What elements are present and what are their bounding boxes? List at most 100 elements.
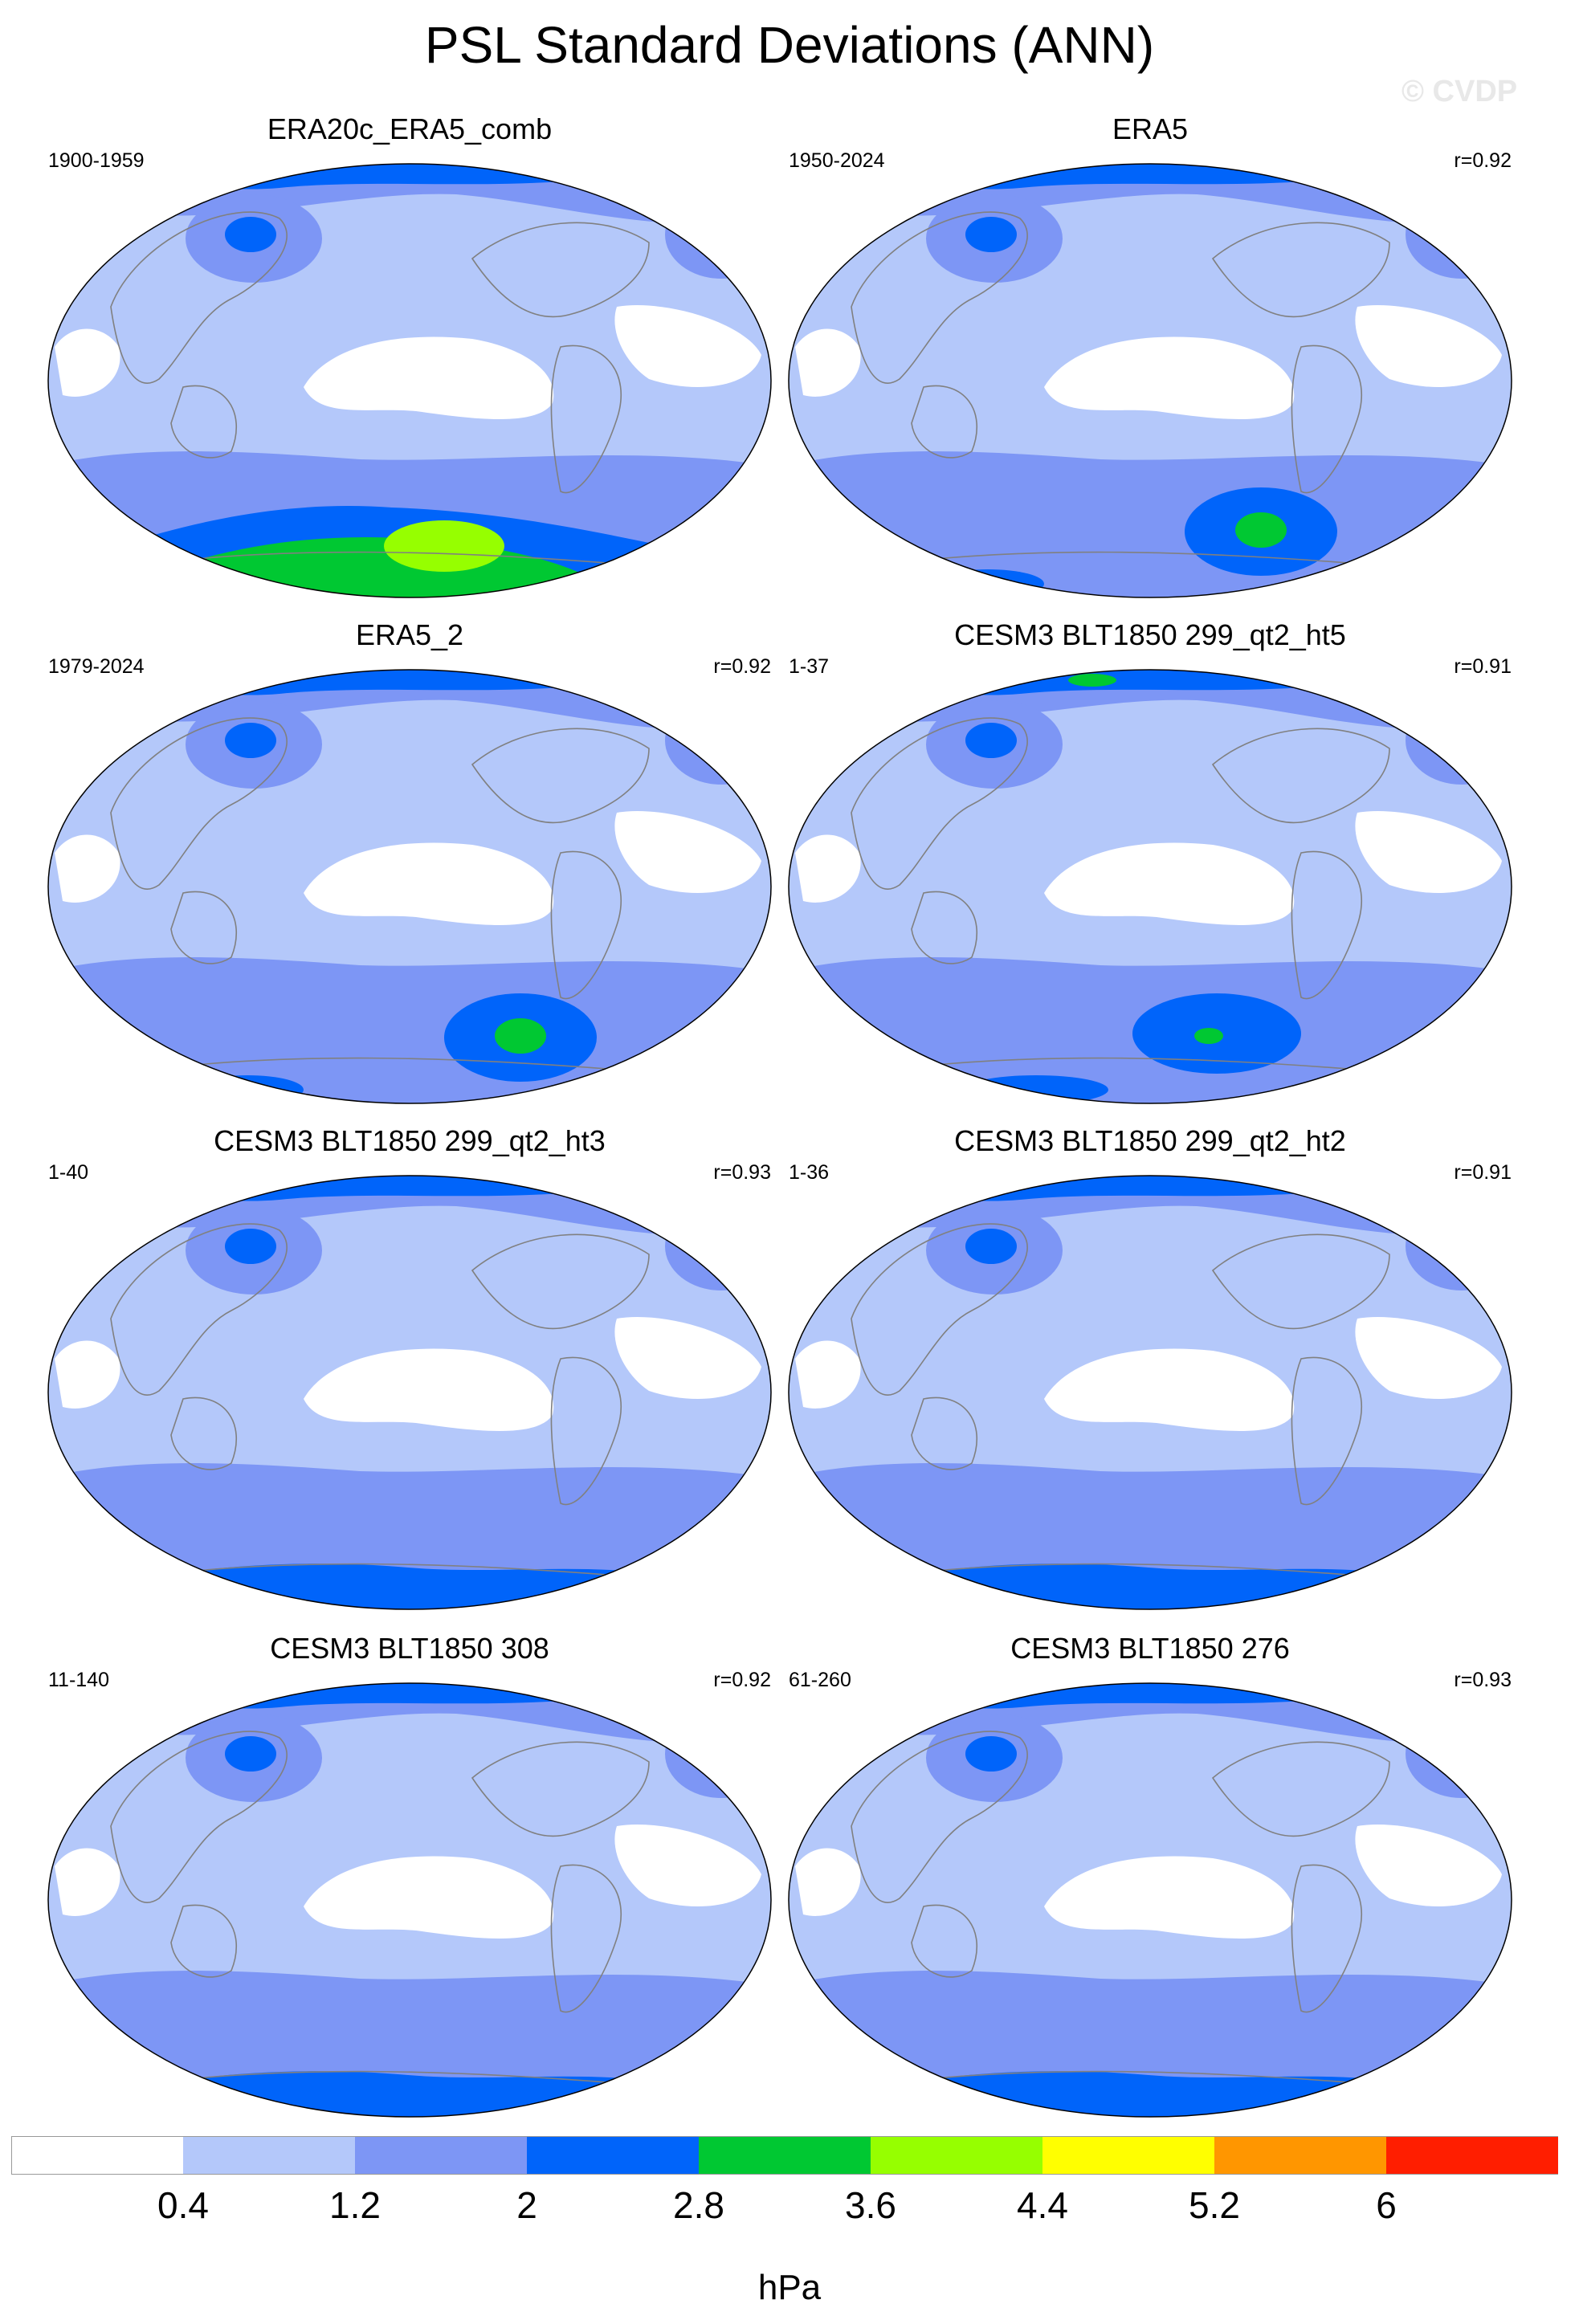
colorbar-tick-label: 6: [1376, 2184, 1397, 2226]
field-level-0: [614, 305, 761, 387]
field-level-0: [55, 328, 120, 397]
field-level-0: [614, 1317, 761, 1399]
coastline: [1211, 222, 1390, 318]
map-plot: [47, 1682, 772, 2118]
coastline: [170, 385, 238, 459]
field-level-3: [965, 1229, 1017, 1264]
panel-title: CESM3 BLT1850 276: [1010, 1632, 1290, 1665]
panel-correlation: r=0.92: [713, 655, 771, 678]
panel-period: 11-140: [48, 1669, 109, 1691]
field-level-2: [1406, 1710, 1512, 1798]
colorbar-swatch: [11, 2136, 184, 2175]
field-level-0: [304, 1856, 554, 1939]
map-panel: ERA5_2 1979-2024 r=0.92: [39, 618, 781, 1124]
colorbar-swatch: [1214, 2136, 1386, 2175]
panel-period: 1979-2024: [48, 655, 145, 678]
field-level-0: [795, 834, 861, 903]
field-level-0: [614, 811, 761, 893]
coastline: [550, 345, 622, 494]
panel-period: 1900-1959: [48, 149, 145, 172]
field-level-2: [665, 696, 771, 785]
colorbar-swatch: [1386, 2136, 1558, 2175]
figure-title: PSL Standard Deviations (ANN): [424, 16, 1155, 74]
coastline: [911, 1396, 978, 1470]
map-plot: [788, 1682, 1512, 2118]
field-level-0: [1044, 842, 1295, 925]
field-level-4: [1068, 674, 1116, 687]
coastline: [110, 1731, 288, 1903]
globe-outline: [47, 1682, 772, 2118]
field-level-2: [665, 190, 771, 279]
coastline: [851, 1223, 1028, 1396]
field-level-2: [48, 957, 771, 1103]
map-panel: ERA20c_ERA5_comb 1900-1959: [39, 112, 781, 618]
panel-title: ERA5_2: [355, 618, 464, 651]
coastline: [891, 551, 1406, 569]
map-plot: [788, 1175, 1512, 1610]
field-level-3: [48, 2071, 771, 2117]
panel-period: 1-36: [789, 1161, 830, 1184]
field-level-0: [55, 1340, 120, 1409]
colorbar-tick-label: 2: [516, 2184, 537, 2226]
field-level-3: [965, 217, 1017, 252]
field-level-4: [1235, 512, 1287, 548]
watermark: © CVDP: [1402, 75, 1518, 108]
field-level-0: [1044, 336, 1295, 419]
coastline: [550, 1356, 622, 1506]
contour-field: [789, 164, 1512, 597]
coastline: [170, 891, 238, 964]
field-level-3: [965, 1736, 1017, 1772]
coastline: [110, 1223, 288, 1396]
field-level-0: [795, 328, 861, 397]
coastline: [471, 1233, 650, 1330]
panel-correlation: r=0.92: [1454, 149, 1512, 172]
colorbar-swatch: [699, 2136, 871, 2175]
globe-outline: [47, 1175, 772, 1610]
field-level-0: [1044, 1348, 1295, 1431]
coastline: [911, 1904, 978, 1978]
coastline: [851, 1731, 1028, 1903]
coastline: [1291, 1864, 1362, 2013]
coastline: [110, 717, 288, 890]
field-level-3: [789, 2071, 1512, 2117]
colorbar-swatch: [355, 2136, 527, 2175]
contour-field: [789, 1176, 1512, 1609]
field-level-3: [789, 1564, 1512, 1609]
field-level-3: [965, 723, 1017, 758]
globe-outline: [788, 669, 1512, 1104]
globe-outline: [47, 163, 772, 598]
coastline: [471, 728, 650, 824]
colorbar-swatch: [183, 2136, 355, 2175]
coastline: [550, 850, 622, 1000]
field-level-0: [1355, 1317, 1502, 1399]
map-plot: [47, 163, 772, 598]
contour-field: [48, 1683, 771, 2117]
field-level-0: [1355, 811, 1502, 893]
colorbar-tick-label: 0.4: [157, 2184, 209, 2226]
globe-outline: [788, 163, 1512, 598]
contour-field: [48, 1176, 771, 1609]
field-level-3: [225, 723, 276, 758]
coastline: [1291, 345, 1362, 494]
coastline: [110, 211, 288, 384]
globe-outline: [788, 1175, 1512, 1610]
field-level-0: [1355, 1825, 1502, 1906]
colorbar-swatch: [527, 2136, 699, 2175]
coastline: [1211, 1233, 1390, 1330]
map-panel: ERA5 1950-2024 r=0.92: [779, 112, 1521, 618]
panel-period: 1-40: [48, 1161, 89, 1184]
panel-correlation: r=0.93: [1454, 1669, 1512, 1691]
panel-title: ERA5: [1112, 112, 1189, 145]
contour-field: [48, 164, 771, 597]
map-panel: CESM3 BLT1850 299_qt2_ht5 1-37 r=0.91: [779, 618, 1521, 1124]
field-level-0: [55, 1848, 120, 1916]
coastline: [1211, 728, 1390, 824]
map-panel: CESM3 BLT1850 276 61-260 r=0.93: [779, 1632, 1521, 2138]
colorbar-tick-label: 1.2: [329, 2184, 381, 2226]
field-level-3: [225, 1229, 276, 1264]
coastline: [150, 1057, 666, 1074]
colorbar-tick-label: 4.4: [1017, 2184, 1068, 2226]
coastline: [170, 1396, 238, 1470]
colorbar-tick-label: 3.6: [845, 2184, 896, 2226]
map-panel: CESM3 BLT1850 299_qt2_ht3 1-40 r=0.93: [39, 1124, 781, 1630]
